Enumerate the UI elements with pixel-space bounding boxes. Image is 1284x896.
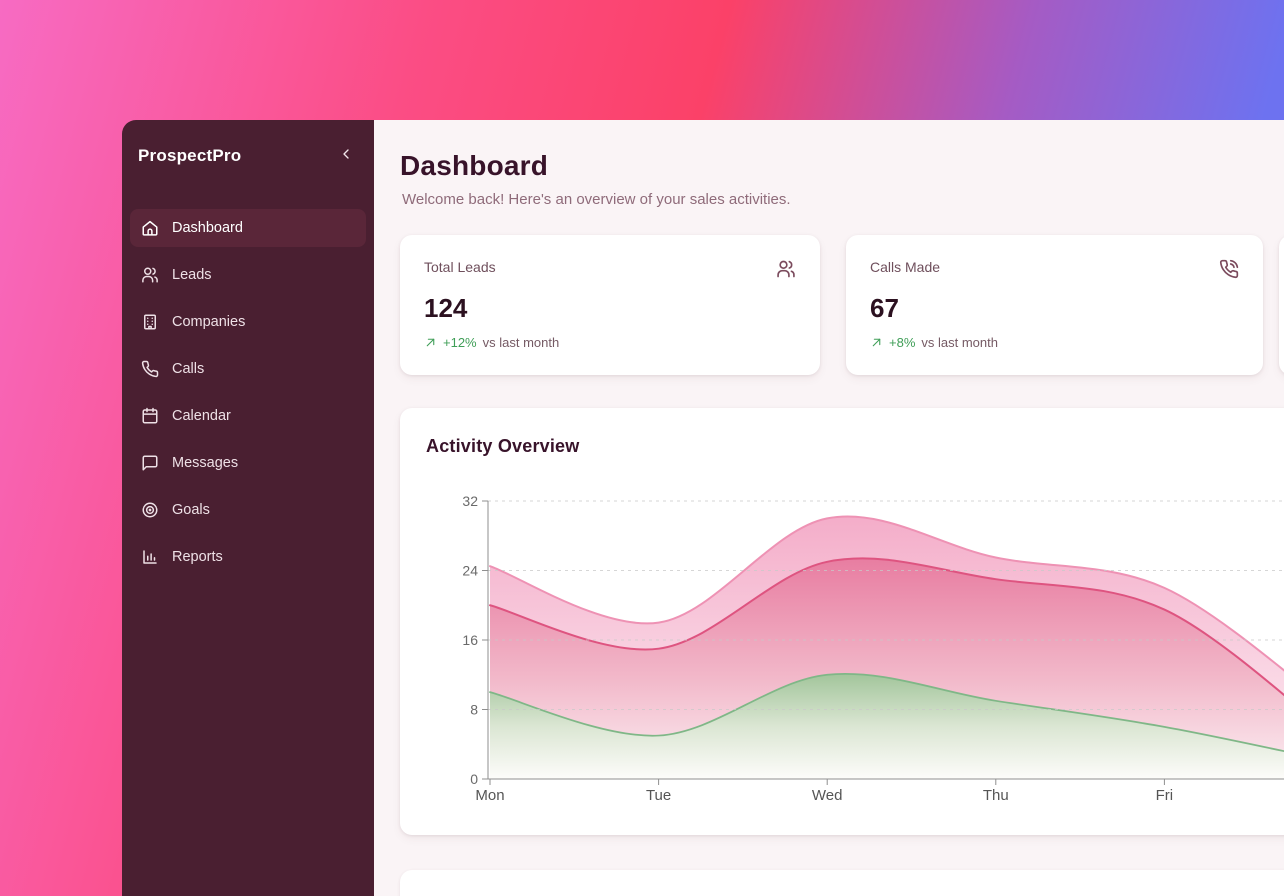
svg-text:Mon: Mon	[475, 787, 504, 802]
svg-text:24: 24	[462, 562, 478, 578]
stat-card-clipped	[1279, 235, 1284, 375]
sidebar-item-dashboard[interactable]: Dashboard	[130, 209, 366, 247]
stat-card-header: Calls Made	[870, 259, 1239, 284]
sidebar-item-messages[interactable]: Messages	[130, 444, 366, 482]
sidebar-header: ProspectPro	[138, 144, 356, 167]
stat-label: Calls Made	[870, 259, 941, 275]
svg-text:0: 0	[470, 771, 478, 787]
activity-overview-card: Activity Overview 0 8 16 24 32 Mon Tue Wed Thu Fr…	[400, 408, 1284, 835]
svg-text:16: 16	[462, 632, 478, 648]
stat-card-calls-made: Calls Made 67 +8% vs last month	[846, 235, 1263, 375]
phone-call-icon	[1219, 259, 1239, 284]
svg-text:Fri: Fri	[1156, 787, 1174, 802]
users-icon	[776, 259, 796, 284]
stat-value: 124	[424, 293, 468, 323]
trend-up-icon	[870, 336, 883, 349]
bottom-card-clipped	[400, 870, 1284, 896]
svg-text:8: 8	[470, 701, 478, 717]
activity-area-chart: 0 8 16 24 32 Mon Tue Wed Thu Fri	[462, 493, 1284, 802]
main-content: Dashboard Welcome back! Here's an overvi…	[374, 120, 1284, 896]
bar-chart-icon	[141, 548, 159, 566]
sidebar: ProspectPro Dashboard	[122, 120, 374, 896]
svg-text:Wed: Wed	[812, 787, 843, 802]
stat-change: +8% vs last month	[870, 335, 1239, 350]
stat-change-percent: +8%	[889, 335, 916, 350]
calendar-icon	[141, 407, 159, 425]
stat-change-suffix: vs last month	[482, 335, 560, 350]
page-title: Dashboard	[400, 150, 549, 181]
users-icon	[141, 266, 159, 284]
building-icon	[141, 313, 159, 331]
sidebar-item-label: Dashboard	[172, 220, 243, 236]
target-icon	[141, 501, 159, 519]
svg-text:32: 32	[462, 493, 478, 509]
chart-title: Activity Overview	[426, 436, 580, 456]
app-window: ProspectPro Dashboard	[122, 120, 1284, 896]
sidebar-item-label: Leads	[172, 267, 212, 283]
stat-label: Total Leads	[424, 259, 496, 275]
sidebar-item-reports[interactable]: Reports	[130, 538, 366, 576]
page-subtitle: Welcome back! Here's an overview of your…	[402, 191, 791, 208]
sidebar-item-label: Calls	[172, 361, 205, 377]
trend-up-icon	[424, 336, 437, 349]
message-square-icon	[141, 454, 159, 472]
stat-value: 67	[870, 293, 899, 323]
sidebar-item-label: Reports	[172, 549, 223, 565]
sidebar-item-label: Calendar	[172, 408, 231, 424]
sidebar-nav: Dashboard Leads Companies	[122, 209, 374, 576]
svg-text:Tue: Tue	[646, 787, 671, 802]
stat-card-header: Total Leads	[424, 259, 796, 284]
stat-change-suffix: vs last month	[921, 335, 998, 350]
sidebar-item-companies[interactable]: Companies	[130, 303, 366, 341]
sidebar-collapse-button[interactable]	[336, 144, 356, 167]
sidebar-item-leads[interactable]: Leads	[130, 256, 366, 294]
chevron-left-icon	[338, 146, 354, 165]
phone-icon	[141, 360, 159, 378]
svg-text:Thu: Thu	[983, 787, 1009, 802]
stat-change: +12% vs last month	[424, 335, 796, 350]
app-brand: ProspectPro	[138, 145, 242, 165]
sidebar-item-calls[interactable]: Calls	[130, 350, 366, 388]
sidebar-item-label: Goals	[172, 502, 210, 518]
sidebar-item-calendar[interactable]: Calendar	[130, 397, 366, 435]
home-icon	[141, 219, 159, 237]
stat-card-total-leads: Total Leads 124 +12% vs last month	[400, 235, 820, 375]
stats-row: Total Leads 124 +12% vs last month	[400, 235, 1284, 375]
sidebar-item-label: Messages	[172, 455, 239, 471]
stat-change-percent: +12%	[443, 335, 477, 350]
sidebar-item-label: Companies	[172, 314, 246, 330]
sidebar-item-goals[interactable]: Goals	[130, 491, 366, 529]
